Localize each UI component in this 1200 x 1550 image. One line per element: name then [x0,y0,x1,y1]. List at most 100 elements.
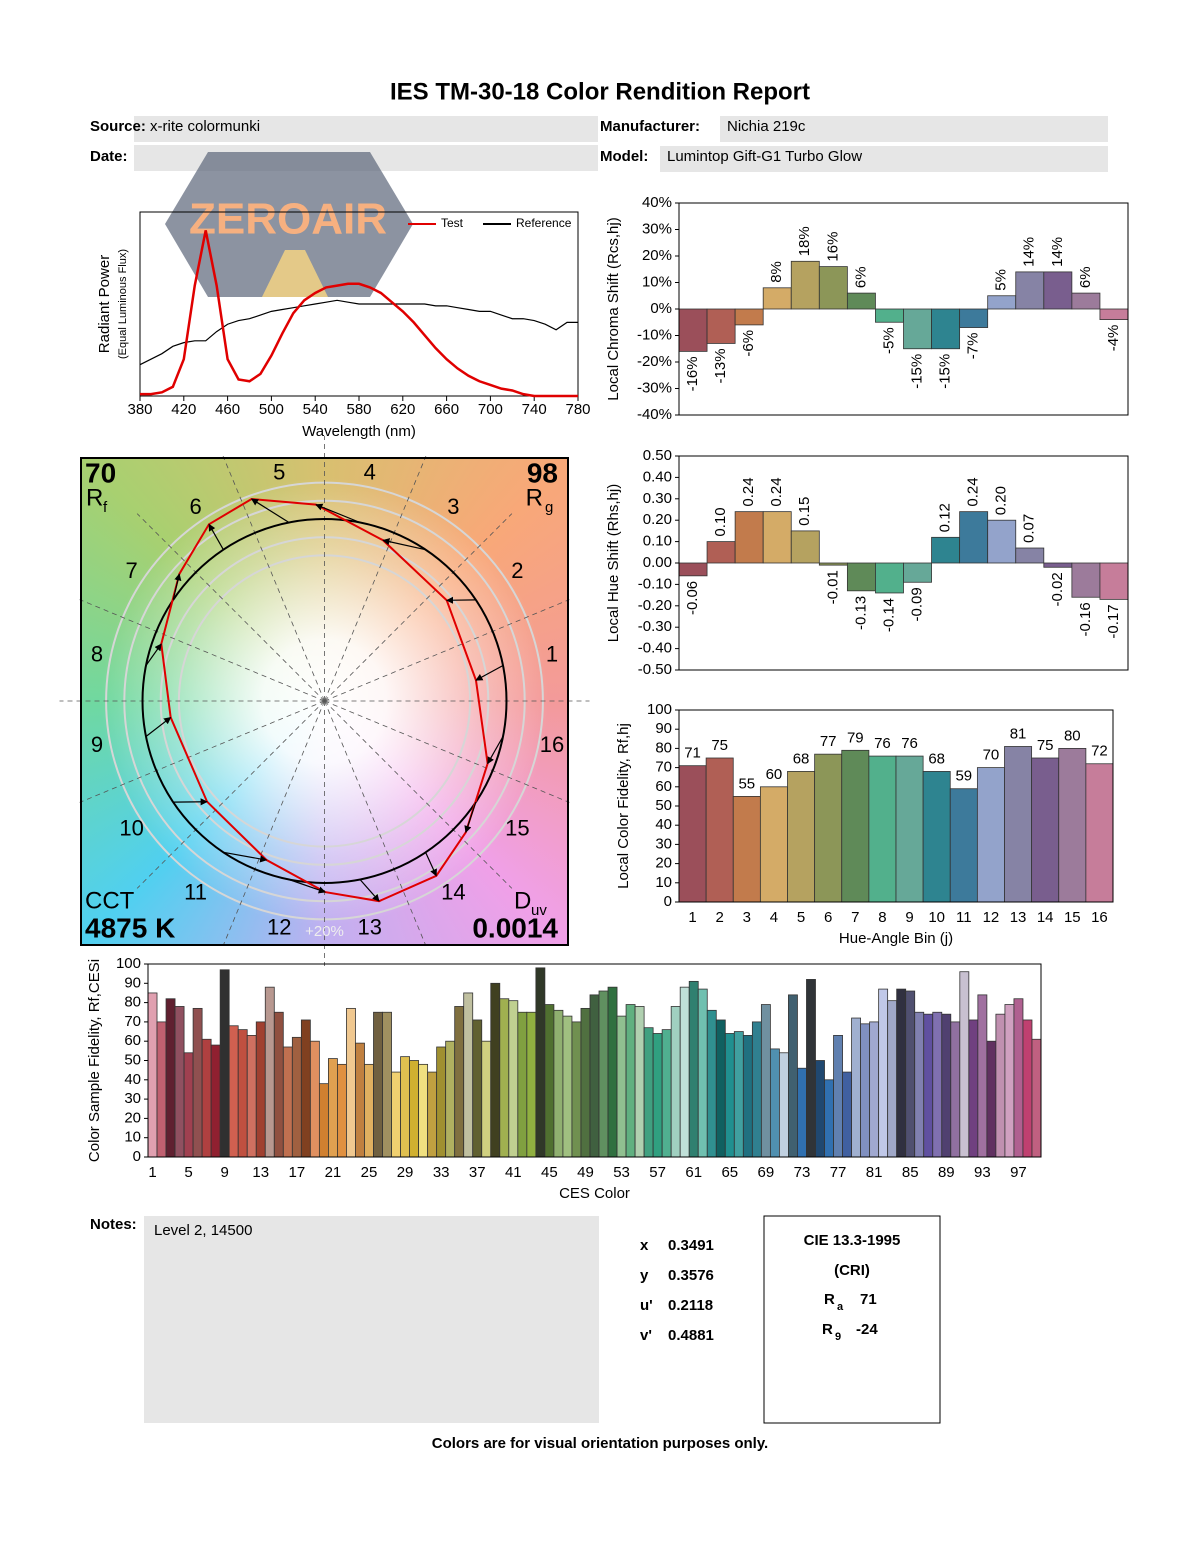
value-label: 6% [852,266,869,288]
bar [445,1040,456,1158]
value-label: 0.20 [993,486,1010,515]
bar [846,562,876,592]
shift-arrow [145,716,172,737]
shift-arrow [315,503,361,524]
hue-bin-label: 12 [267,914,291,939]
bar [652,1033,663,1158]
y-tick-label: 40% [642,194,672,211]
bar [400,1056,410,1158]
bar [968,1019,979,1158]
legend-label: Reference [516,216,572,230]
bar [931,308,961,350]
bar [814,753,843,903]
bar [878,988,889,1158]
value-label: 72 [1091,743,1108,760]
y-tick-label: 0 [664,893,672,910]
watermark-beam [262,250,328,297]
bar [779,1052,789,1158]
x-tick-label: 2 [716,909,724,926]
x-tick-label: 11 [956,909,972,926]
bar [742,1035,753,1158]
chromaticity-value: 0.2118 [668,1297,713,1314]
bar [734,511,764,564]
x-tick-label: 660 [434,401,459,418]
chromaticity-value: 0.4881 [668,1327,714,1344]
bin-divider [79,599,325,702]
bar [869,1021,880,1158]
bar [436,1046,447,1158]
y-tick-label: 40 [655,816,672,833]
bar [661,1029,672,1158]
bar [490,982,501,1158]
bin-divider [324,700,427,946]
x-tick-label: 17 [288,1164,305,1181]
bar [147,992,158,1158]
value-label: 16% [824,232,841,262]
hue-bin-label: 2 [511,558,523,583]
bar [923,1013,934,1158]
field-label: Date: [90,148,128,165]
value-label: 68 [928,750,945,767]
bar [508,1000,519,1158]
field-label: Model: [600,148,648,165]
bar [1043,271,1073,310]
bar [995,1013,1006,1158]
y-tick-label: 10 [655,874,672,891]
bar [986,1040,997,1158]
bar [1099,308,1129,321]
bar [922,771,951,903]
bar [192,1007,203,1158]
bar [454,1006,465,1158]
chromaticity-label: u' [640,1297,653,1314]
x-tick-label: 540 [303,401,328,418]
bar [790,530,820,564]
bar [959,308,989,328]
y-axis-label: Color Sample Fidelity, Rf,CESi [86,959,103,1162]
x-tick-label: 380 [127,401,152,418]
y-tick-label: 80 [655,739,672,756]
y-tick-label: 0.10 [643,533,672,550]
bar [903,308,932,350]
value-label: 0.15 [796,497,813,526]
y-tick-label: 70 [124,1013,141,1030]
bar [418,1063,429,1158]
bar [643,1027,654,1158]
value-label: -0.02 [1049,572,1066,606]
bar [987,295,1017,310]
y-tick-label: 30 [655,835,672,852]
x-axis-label: CES Color [559,1185,630,1202]
x-tick-label: 500 [259,401,284,418]
chromaticity-value: 0.3576 [668,1267,714,1284]
value-label: -0.06 [684,581,701,615]
bar [875,562,904,594]
x-tick-label: 3 [743,909,751,926]
bar [210,1044,221,1158]
value-label: 77 [820,733,837,750]
value-label: 6% [1077,266,1094,288]
bar [544,1004,555,1158]
shift-arrow [250,498,290,524]
rf-label: R [86,484,103,511]
bar [499,998,510,1158]
value-label: 80 [1064,727,1081,744]
field-box [660,146,1108,172]
bar [705,757,734,903]
bar [264,986,275,1158]
bar [291,1036,302,1158]
bar [987,519,1017,564]
bar [409,1060,420,1158]
hue-bin-label: 14 [441,880,465,905]
bar [607,986,618,1158]
bar [1031,1038,1042,1158]
value-label: 8% [768,261,785,283]
x-tick-label: 9 [220,1164,228,1181]
bar [724,1033,735,1158]
bar [472,1019,483,1158]
plot-frame [678,709,1114,903]
value-label: -5% [880,327,897,354]
value-label: -0.14 [880,598,897,632]
rg-value: 98 [527,457,558,488]
cct-value: 4875 K [85,912,175,943]
x-tick-label: 780 [565,401,590,418]
